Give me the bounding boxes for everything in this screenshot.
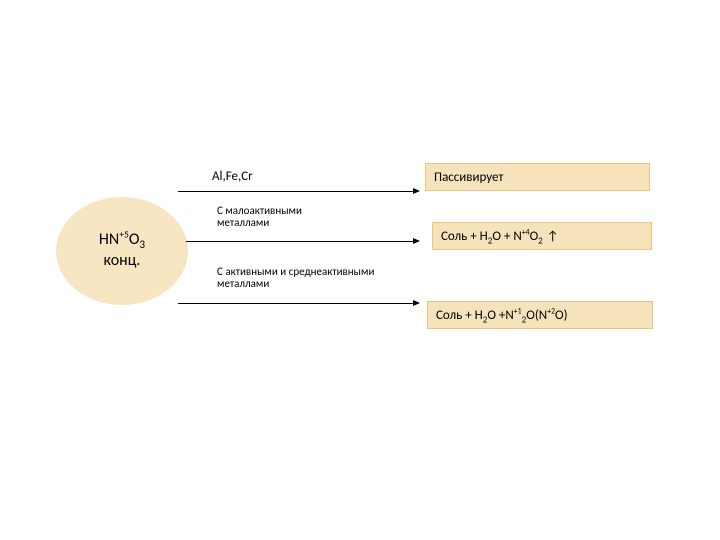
arrow-1-line <box>186 241 413 242</box>
box-1: Соль + H2O + N+4O2 ↑ <box>432 222 652 250</box>
label-0: Al,Fe,Cr <box>212 170 362 184</box>
ellipse-line1: HN+5O3 <box>99 230 145 251</box>
arrow-1-head <box>413 238 420 244</box>
box-2-text: Соль + H2O +N+12O(N+2O) <box>436 308 568 323</box>
ellipse-line2: конц. <box>104 251 141 272</box>
box-0: Пассивирует <box>425 163 650 191</box>
label-1: С малоактивными металлами <box>217 205 337 229</box>
arrow-0-line <box>178 191 413 192</box>
box-2: Соль + H2O +N+12O(N+2O) <box>427 301 653 329</box>
up-arrow-icon: ↑ <box>547 229 559 244</box>
arrow-2-head <box>413 300 420 306</box>
box-0-text: Пассивирует <box>434 170 503 185</box>
label-2: С активными и среднеактивными металлами <box>217 266 417 290</box>
source-ellipse: HN+5O3 конц. <box>56 197 188 305</box>
box-1-text: Соль + H2O + N+4O2 <box>441 229 543 244</box>
arrow-0-head <box>413 188 420 194</box>
arrow-2-line <box>178 303 413 304</box>
